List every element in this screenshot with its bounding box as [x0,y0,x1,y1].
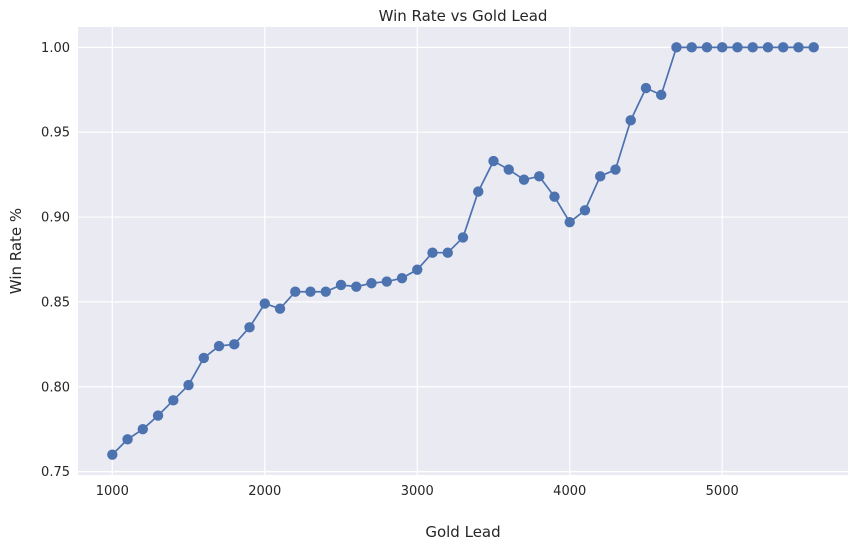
y-tick-label: 0.90 [41,211,70,226]
data-point [717,42,728,53]
grid-lines [78,27,848,475]
data-point [808,42,819,53]
tick-labels: 1000 2000 3000 4000 5000 0.75 0.80 0.85 0.90 0.95… [41,41,739,499]
x-axis-label: Gold Lead [425,523,500,541]
data-point [168,395,179,406]
data-point [107,449,118,460]
data-point [213,340,225,352]
data-point [137,423,148,435]
chart-title: Win Rate vs Gold Lead [379,7,548,25]
data-point [610,164,621,175]
data-point [564,216,575,228]
data-point [381,276,392,287]
data-point [747,42,758,53]
x-tick-label: 4000 [553,484,586,499]
data-point [198,352,209,364]
data-point [671,42,682,53]
data-point [305,286,316,297]
data-point [701,42,713,53]
data-point [290,286,301,297]
data-point [396,272,408,284]
data-point [732,42,743,53]
data-point [442,247,453,258]
y-tick-label: 0.80 [41,380,70,395]
data-point [762,42,774,53]
data-point [229,339,240,350]
data-point [274,303,286,314]
x-tick-label: 2000 [248,484,281,499]
data-point [549,191,560,202]
data-point [656,89,667,101]
data-point [503,164,514,175]
data-point [244,322,255,333]
data-point [351,281,362,292]
data-point [640,82,652,94]
plot-area [78,27,848,475]
x-tick-label: 1000 [96,484,129,499]
data-point [335,279,347,291]
y-axis-label: Win Rate % [7,208,25,294]
data-point [412,264,423,275]
series-layer [107,42,819,460]
data-point [183,379,194,391]
data-point [457,232,469,243]
data-point [122,434,133,445]
data-point [427,247,438,258]
data-point [686,42,697,53]
data-point [366,278,377,289]
y-tick-label: 0.85 [41,295,70,310]
data-point [152,410,164,421]
data-point [595,171,606,182]
data-point [625,115,636,126]
data-point [534,171,545,182]
data-point [488,155,499,167]
x-tick-label: 5000 [706,484,739,499]
data-point [473,186,484,197]
data-point [793,42,804,53]
data-point [320,286,331,297]
data-point [518,174,530,185]
data-point [259,298,270,309]
data-point [579,205,591,216]
data-point [778,42,789,53]
y-tick-label: 0.75 [41,465,70,480]
x-tick-label: 3000 [401,484,434,499]
y-tick-label: 0.95 [41,126,70,141]
y-tick-label: 1.00 [41,41,70,56]
